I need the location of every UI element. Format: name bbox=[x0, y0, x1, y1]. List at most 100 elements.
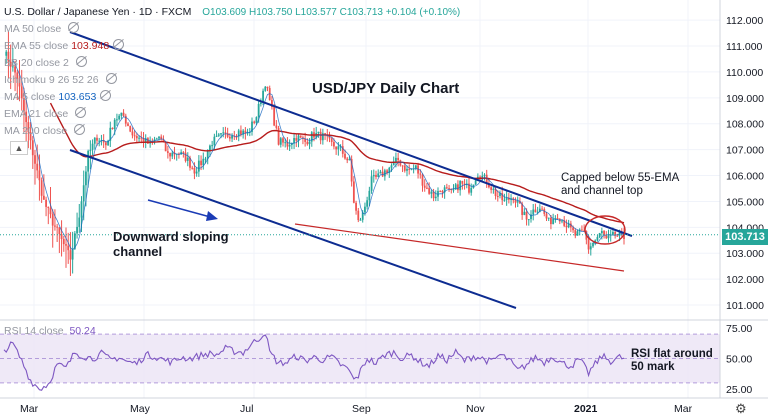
candle-body bbox=[576, 231, 579, 236]
candle-body bbox=[23, 98, 25, 112]
eye-off-icon[interactable] bbox=[113, 39, 125, 50]
eye-off-icon[interactable] bbox=[75, 107, 87, 118]
gear-icon[interactable]: ⚙ bbox=[735, 401, 747, 416]
y-tick-label: 107.000 bbox=[726, 145, 764, 157]
indicator-row[interactable]: MA 200 close bbox=[4, 124, 86, 137]
candle-body bbox=[76, 226, 78, 234]
candle-body bbox=[102, 140, 105, 143]
candle-body bbox=[85, 171, 87, 186]
candle-body bbox=[406, 168, 408, 171]
candle-body bbox=[359, 219, 362, 221]
indicator-label: EMA 21 close bbox=[4, 108, 69, 120]
candle-body bbox=[144, 138, 147, 143]
symbol-legend[interactable]: U.S. Dollar / Japanese Yen · 1D · FXCM O… bbox=[4, 6, 460, 18]
candle-body bbox=[7, 51, 10, 62]
candle-body bbox=[275, 125, 278, 128]
indicator-row[interactable]: BB 20 close 2 bbox=[4, 56, 87, 69]
candle-body bbox=[209, 145, 211, 152]
candle-body bbox=[73, 233, 76, 249]
candle-body bbox=[401, 165, 404, 167]
candle-body bbox=[138, 137, 140, 139]
candle-body bbox=[408, 168, 411, 170]
candle-body bbox=[34, 155, 36, 164]
candle-body bbox=[474, 180, 477, 185]
indicator-row[interactable]: MA 5 close 103.653 bbox=[4, 90, 112, 103]
candle-body bbox=[91, 143, 94, 150]
candle-body bbox=[441, 191, 444, 193]
candle-body bbox=[193, 167, 196, 174]
candle-body bbox=[547, 217, 550, 219]
rsi-value: 50.24 bbox=[69, 325, 96, 337]
x-tick-label: Nov bbox=[466, 403, 485, 415]
candle-body bbox=[98, 140, 101, 142]
candle-body bbox=[142, 138, 145, 143]
candles bbox=[5, 31, 625, 276]
candle-body bbox=[215, 135, 218, 137]
candle-body bbox=[346, 158, 349, 161]
candle-body bbox=[9, 61, 12, 67]
candle-body bbox=[62, 238, 65, 245]
candle-body bbox=[569, 223, 572, 228]
candle-body bbox=[530, 214, 532, 220]
rsi-legend[interactable]: RSI 14 close 50.24 bbox=[4, 325, 96, 337]
candle-body bbox=[131, 131, 134, 136]
collapse-legend-button[interactable]: ▲ bbox=[10, 141, 28, 155]
candle-body bbox=[348, 159, 351, 161]
eye-off-icon[interactable] bbox=[75, 56, 87, 67]
candle-body bbox=[288, 145, 291, 147]
y-tick-label: 102.000 bbox=[726, 274, 764, 286]
indicator-value: 103.948 bbox=[71, 40, 110, 52]
indicator-label: BB 20 close 2 bbox=[4, 57, 69, 69]
candle-body bbox=[556, 218, 559, 220]
candle-body bbox=[430, 191, 433, 194]
x-tick-label: May bbox=[130, 403, 151, 415]
candle-body bbox=[589, 246, 592, 250]
candle-body bbox=[293, 138, 295, 144]
candle-body bbox=[87, 150, 90, 172]
candle-body bbox=[299, 135, 302, 138]
candle-body bbox=[341, 146, 344, 154]
candle-body bbox=[397, 157, 400, 161]
candle-body bbox=[80, 201, 83, 218]
candle-body bbox=[350, 159, 353, 182]
candle-body bbox=[550, 217, 552, 225]
candle-body bbox=[189, 157, 191, 168]
eye-off-icon[interactable] bbox=[105, 73, 117, 84]
candle-body bbox=[516, 201, 519, 203]
x-tick-label: Mar bbox=[20, 403, 39, 415]
candle-body bbox=[147, 138, 149, 144]
indicator-row[interactable]: EMA 55 close 103.948 bbox=[4, 39, 125, 52]
candle-body bbox=[534, 209, 537, 213]
candle-body bbox=[470, 187, 473, 193]
candle-body bbox=[253, 121, 256, 123]
candle-body bbox=[499, 193, 501, 197]
candle-body bbox=[228, 136, 231, 139]
candle-body bbox=[507, 197, 510, 200]
eye-off-icon[interactable] bbox=[100, 90, 112, 101]
indicator-row[interactable]: MA 50 close bbox=[4, 22, 80, 35]
candle-body bbox=[16, 72, 19, 79]
candle-body bbox=[169, 152, 171, 157]
chart-title-annotation: USD/JPY Daily Chart bbox=[312, 80, 460, 97]
candle-body bbox=[279, 138, 282, 145]
candle-body bbox=[439, 190, 442, 192]
candle-body bbox=[29, 132, 32, 141]
indicator-row[interactable]: Ichimoku 9 26 52 26 bbox=[4, 73, 117, 86]
indicator-label: EMA 55 close bbox=[4, 40, 69, 52]
candle-body bbox=[386, 170, 388, 174]
candle-body bbox=[335, 146, 338, 150]
eye-off-icon[interactable] bbox=[74, 124, 86, 135]
candle-body bbox=[211, 145, 214, 147]
candle-body bbox=[414, 165, 417, 169]
candle-body bbox=[58, 227, 61, 235]
candle-body bbox=[565, 225, 568, 228]
candle-body bbox=[437, 190, 439, 197]
indicator-row[interactable]: EMA 21 close bbox=[4, 107, 87, 120]
eye-off-icon[interactable] bbox=[68, 22, 80, 33]
candle-body bbox=[494, 188, 497, 196]
candle-body bbox=[78, 217, 81, 227]
candle-body bbox=[434, 196, 437, 199]
candle-body bbox=[592, 242, 594, 247]
candle-body bbox=[25, 111, 28, 123]
ohlc-readout: O103.609 H103.750 L103.577 C103.713 +0.1… bbox=[202, 7, 461, 18]
